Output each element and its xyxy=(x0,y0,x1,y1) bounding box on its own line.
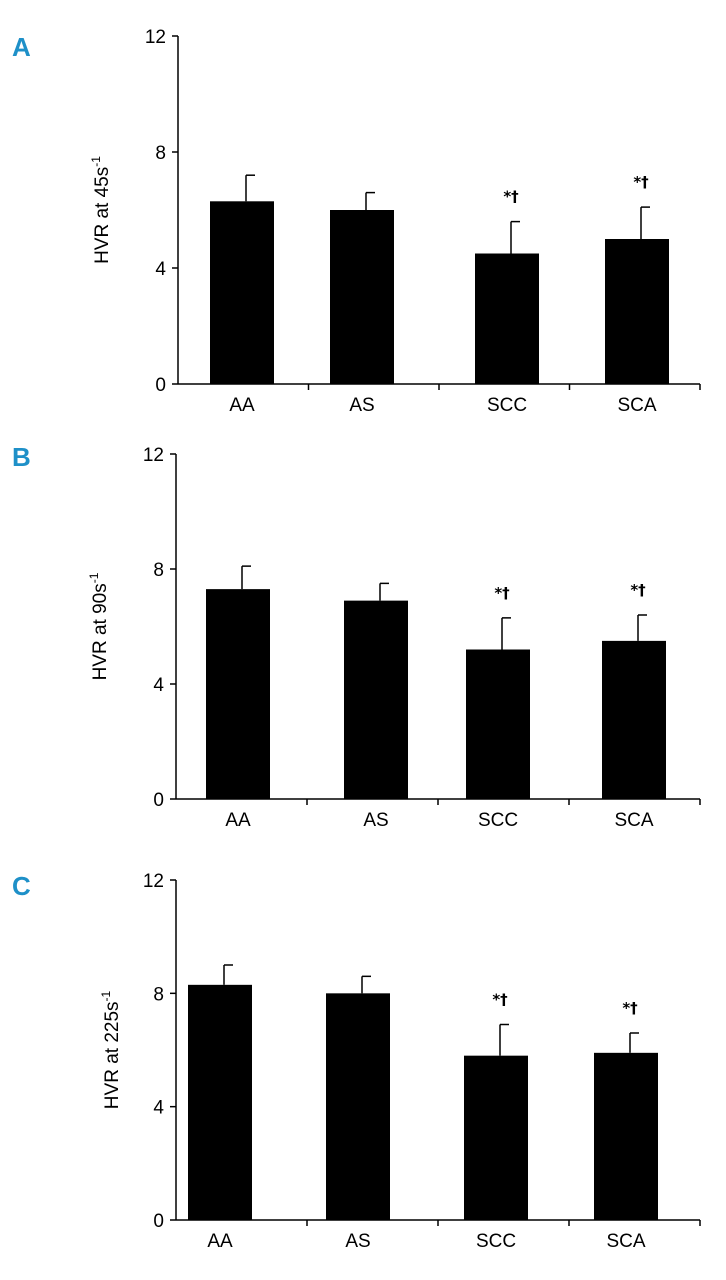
y-axis-title-main: HVR at 45s xyxy=(92,167,113,264)
bar-sca xyxy=(605,239,669,384)
x-tick-label: AS xyxy=(363,810,388,831)
bar-scc xyxy=(464,1055,528,1220)
significance-marker: *† xyxy=(503,188,519,206)
x-tick-label: AS xyxy=(345,1231,370,1252)
x-tick-label: SCA xyxy=(617,395,656,416)
x-tick-label: AA xyxy=(207,1231,233,1252)
bar-scc xyxy=(475,253,539,384)
y-tick-label: 12 xyxy=(145,27,166,48)
y-axis-title: HVR at 225s-1 xyxy=(99,990,123,1109)
y-tick-label: 0 xyxy=(153,1211,164,1232)
bar-as xyxy=(344,600,408,799)
x-tick-label: SCC xyxy=(487,395,527,416)
significance-marker: *† xyxy=(630,581,646,599)
y-axis-title-main: HVR at 90s xyxy=(90,583,111,680)
y-tick-label: 12 xyxy=(143,445,164,466)
significance-marker: *† xyxy=(492,991,508,1009)
y-tick-label: 4 xyxy=(155,259,166,280)
x-tick-label: SCC xyxy=(476,1231,516,1252)
x-tick-label: AS xyxy=(349,395,374,416)
bar-sca xyxy=(602,640,666,799)
x-tick-label: SCA xyxy=(614,810,653,831)
y-tick-label: 4 xyxy=(153,1098,164,1119)
bar-aa xyxy=(206,589,270,799)
bar-as xyxy=(330,210,394,384)
y-axis-title-superscript: -1 xyxy=(99,990,113,1001)
y-axis-title: HVR at 90s-1 xyxy=(87,572,111,680)
y-axis-title: HVR at 45s-1 xyxy=(89,156,113,264)
y-tick-label: 0 xyxy=(155,375,166,396)
x-tick-label: SCA xyxy=(606,1231,645,1252)
y-tick-label: 12 xyxy=(143,871,164,892)
panel-letter: C xyxy=(12,871,31,901)
y-tick-label: 8 xyxy=(153,984,164,1005)
bar-as xyxy=(326,993,390,1220)
x-tick-label: AA xyxy=(229,395,255,416)
chart-panel-b: B 0 4 8 12 HVR at 90s-1 AA AS SCC *† SCA *† xyxy=(12,442,701,831)
y-axis-title-superscript: -1 xyxy=(87,572,101,583)
bar-aa xyxy=(188,984,252,1220)
chart-panel-a: A 0 4 8 12 HVR at 45s-1 AA AS SCC *† SCA *† xyxy=(12,27,701,416)
y-tick-label: 8 xyxy=(155,143,166,164)
bar-aa xyxy=(210,201,274,384)
y-tick-label: 0 xyxy=(153,790,164,811)
y-axis-title-superscript: -1 xyxy=(89,156,103,167)
bar-scc xyxy=(466,649,530,799)
bar-sca xyxy=(594,1052,658,1220)
significance-marker: *† xyxy=(494,584,510,602)
y-tick-label: 4 xyxy=(153,675,164,696)
x-tick-label: AA xyxy=(225,810,251,831)
significance-marker: *† xyxy=(622,999,638,1017)
x-tick-label: SCC xyxy=(478,810,518,831)
y-axis-title-main: HVR at 225s xyxy=(102,1001,123,1109)
significance-marker: *† xyxy=(633,173,649,191)
panel-letter: B xyxy=(12,442,31,472)
chart-panel-c: C 0 4 8 12 HVR at 225s-1 AA AS SCC *† SCA *† xyxy=(12,871,701,1252)
panel-letter: A xyxy=(12,32,31,62)
y-tick-label: 8 xyxy=(153,560,164,581)
